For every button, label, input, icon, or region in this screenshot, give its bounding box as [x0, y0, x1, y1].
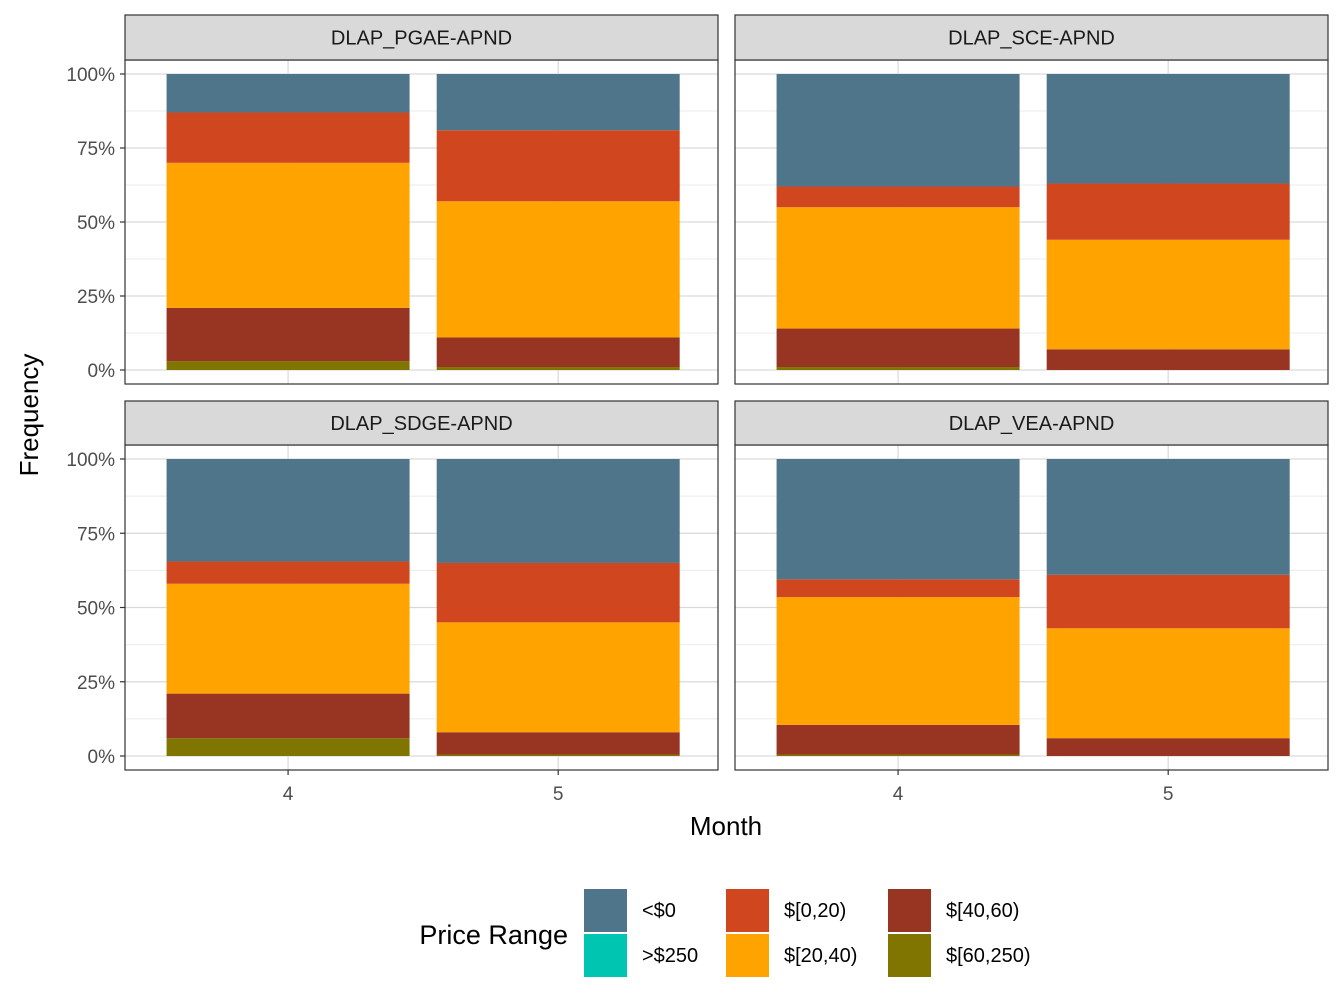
- facet-strip: [124, 400, 719, 446]
- facet-strip-label: DLAP_SCE-APND: [948, 28, 1115, 50]
- bar-segment-20-40-month-5: [1046, 239, 1290, 350]
- bar-segment-0-20-month-5: [1046, 574, 1290, 629]
- facet-strip: [734, 400, 1329, 446]
- bar-segment-40-60-month-5: [1046, 738, 1290, 756]
- legend-label: <$0: [642, 900, 676, 922]
- facet-strip-label: DLAP_SDGE-APND: [330, 413, 512, 435]
- y-axis: 0% 25% 50% 75% 100%: [66, 65, 125, 382]
- facet-strip: [124, 14, 719, 61]
- legend-item-40-60: $[40,60): [888, 889, 1019, 932]
- facet-strip-label: DLAP_VEA-APND: [949, 413, 1115, 435]
- bar-segment-0-20-month-5: [1046, 183, 1290, 240]
- bar-segment-40-60-month-5: [436, 337, 680, 368]
- panel-dlap-sdge-apnd: DLAP_SDGE-APND 0% 25% 50% 75% 100%: [66, 400, 719, 771]
- legend-label: $[0,20): [784, 900, 846, 922]
- bar-segment-60-250-month-4: [166, 738, 410, 756]
- y-tick-label: 25%: [77, 673, 115, 694]
- y-tick-label: 25%: [77, 287, 115, 308]
- facet-panels: DLAP_PGAE-APND 0% 25% 50% 75% 100% DLAP_SCE-AP…: [66, 14, 1329, 771]
- bar-segment-60-250-month-4: [166, 361, 410, 370]
- bar-segment-40-60-month-5: [1046, 349, 1290, 370]
- legend-label: $[20,40): [784, 945, 857, 967]
- legend-item-0-20: $[0,20): [726, 889, 846, 932]
- bar-segment-40-60-month-4: [166, 307, 410, 362]
- bar-segment-20-40-month-4: [166, 162, 410, 308]
- facet-strip-label: DLAP_PGAE-APND: [331, 28, 512, 50]
- legend: Price Range <$0 >$250 $[0,20) $[20,40) $[40,…: [419, 889, 1031, 977]
- legend-item-60-250: $[60,250): [888, 934, 1031, 977]
- bar-segment-0-month-4: [166, 74, 410, 113]
- legend-swatch: [726, 934, 769, 977]
- x-tick-label: 5: [553, 784, 564, 805]
- x-tick-label: 4: [283, 784, 294, 805]
- bar-segment-60-250-month-5: [436, 367, 680, 370]
- y-tick-label: 75%: [77, 139, 115, 160]
- x-tick-label: 5: [1163, 784, 1174, 805]
- y-axis: 0% 25% 50% 75% 100%: [66, 450, 125, 768]
- bar-segment-40-60-month-4: [166, 693, 410, 739]
- bar-segment-20-40-month-5: [436, 201, 680, 338]
- bar-segment-60-250-month-5: [436, 754, 680, 756]
- bar-segment-0-20-month-5: [436, 130, 680, 202]
- bar-segment-0-month-5: [1046, 459, 1290, 575]
- bar-segment-20-40-month-4: [166, 583, 410, 694]
- bar-segment-60-250-month-4: [776, 367, 1020, 370]
- bar-segment-0-20-month-4: [776, 579, 1020, 598]
- panel-dlap-sce-apnd: DLAP_SCE-APND: [734, 14, 1329, 385]
- bar-segment-0-month-4: [776, 459, 1020, 580]
- legend-title: Price Range: [419, 920, 568, 950]
- x-tick-label: 4: [893, 784, 904, 805]
- bar-segment-0-20-month-4: [166, 561, 410, 584]
- bar-segment-20-40-month-5: [1046, 628, 1290, 739]
- bar-segment-0-month-5: [1046, 74, 1290, 184]
- panel-dlap-pgae-apnd: DLAP_PGAE-APND 0% 25% 50% 75% 100%: [66, 14, 719, 385]
- legend-label: $[40,60): [946, 900, 1019, 922]
- bar-segment-60-250-month-4: [776, 754, 1020, 756]
- legend-swatch: [888, 934, 931, 977]
- bar-segment-20-40-month-4: [776, 597, 1020, 725]
- legend-item-0: <$0: [584, 889, 676, 932]
- bar-segment-0-month-4: [166, 459, 410, 562]
- bar-segment-40-60-month-4: [776, 328, 1020, 368]
- legend-label: >$250: [642, 945, 698, 967]
- y-tick-label: 100%: [66, 450, 115, 471]
- bar-segment-40-60-month-5: [436, 732, 680, 755]
- y-tick-label: 50%: [77, 599, 115, 620]
- bar-segment-0-month-4: [776, 74, 1020, 187]
- facet-strip: [734, 14, 1329, 61]
- bar-segment-0-month-5: [436, 459, 680, 563]
- x-axes: 4 5 4 5: [283, 770, 1174, 805]
- legend-label: $[60,250): [946, 945, 1031, 967]
- x-axis-title: Month: [690, 811, 762, 841]
- bar-segment-0-20-month-5: [436, 562, 680, 623]
- y-axis-title: Frequency: [14, 354, 44, 477]
- y-tick-label: 0%: [88, 747, 116, 768]
- legend-swatch: [584, 889, 627, 932]
- bar-segment-0-20-month-4: [166, 112, 410, 163]
- bar-segment-0-month-5: [436, 74, 680, 131]
- panel-dlap-vea-apnd: DLAP_VEA-APND: [734, 400, 1329, 771]
- y-tick-label: 100%: [66, 65, 115, 86]
- legend-swatch: [888, 889, 931, 932]
- legend-item-20-40: $[20,40): [726, 934, 857, 977]
- y-tick-label: 0%: [88, 361, 116, 382]
- legend-swatch: [726, 889, 769, 932]
- y-tick-label: 75%: [77, 524, 115, 545]
- bar-segment-20-40-month-4: [776, 207, 1020, 329]
- legend-swatch: [584, 934, 627, 977]
- legend-item-250: >$250: [584, 934, 698, 977]
- y-tick-label: 50%: [77, 213, 115, 234]
- legend-items: <$0 >$250 $[0,20) $[20,40) $[40,60) $[60,250): [584, 889, 1031, 977]
- bar-segment-40-60-month-4: [776, 724, 1020, 755]
- bar-segment-0-20-month-4: [776, 186, 1020, 208]
- bar-segment-20-40-month-5: [436, 622, 680, 733]
